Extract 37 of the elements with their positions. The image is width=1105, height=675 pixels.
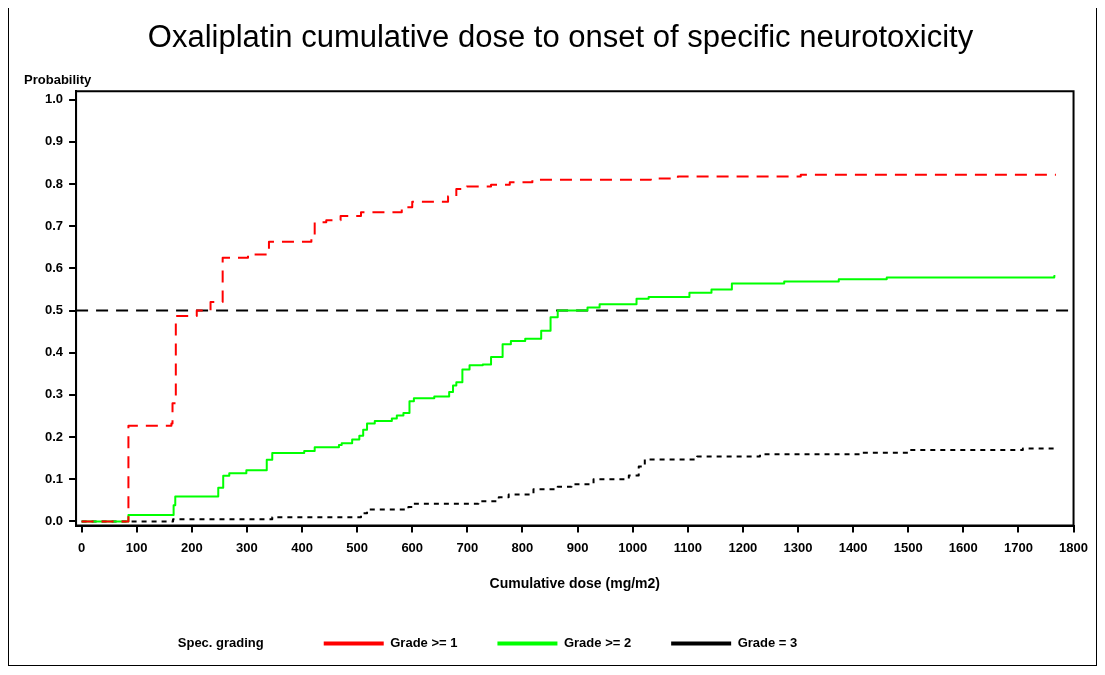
- x-tick-label: 900: [566, 539, 589, 555]
- x-tick-label: 1600: [948, 539, 978, 555]
- x-tick-label: 1500: [893, 539, 923, 555]
- y-tick-label: 0.3: [44, 386, 64, 402]
- x-tick-label: 0: [77, 539, 86, 555]
- x-tick-label: 400: [291, 539, 313, 555]
- x-tick-label: 1000: [618, 539, 648, 555]
- x-tick-label: 1700: [1003, 539, 1033, 555]
- y-tick-label: 0.8: [44, 175, 64, 191]
- x-tick-label: 600: [401, 539, 424, 555]
- y-tick-label: 0.2: [44, 428, 64, 444]
- legend-title: Spec. grading: [177, 635, 264, 651]
- x-axis-title: Cumulative dose (mg/m2): [489, 575, 660, 592]
- y-tick-label: 0.1: [44, 470, 64, 486]
- chart-title: Oxaliplatin cumulative dose to onset of specific neurotoxicity: [147, 19, 974, 55]
- x-tick-label: 1400: [838, 539, 868, 555]
- y-axis-title: Probability: [24, 72, 93, 88]
- x-tick-label: 200: [180, 539, 203, 555]
- legend-label: Grade >= 2: [563, 635, 632, 651]
- x-tick-label: 1300: [783, 539, 813, 555]
- x-tick-label: 100: [125, 539, 148, 555]
- x-tick-label: 700: [456, 539, 479, 555]
- y-tick-label: 1.0: [44, 91, 64, 107]
- y-tick-label: 0.9: [44, 133, 64, 149]
- x-tick-label: 1800: [1059, 539, 1088, 555]
- y-tick-label: 0.4: [44, 344, 64, 360]
- x-tick-label: 1200: [728, 539, 758, 555]
- y-tick-label: 0.6: [44, 259, 64, 275]
- x-tick-label: 300: [236, 539, 258, 555]
- y-tick-label: 0.7: [44, 217, 64, 233]
- legend-label: Grade >= 1: [390, 635, 458, 651]
- y-tick-label: 0.0: [44, 512, 64, 528]
- x-tick-label: 800: [511, 539, 534, 555]
- y-tick-label: 0.5: [44, 302, 64, 318]
- legend-label: Grade = 3: [737, 635, 798, 651]
- x-tick-label: 500: [346, 539, 368, 555]
- x-tick-label: 1100: [673, 539, 702, 555]
